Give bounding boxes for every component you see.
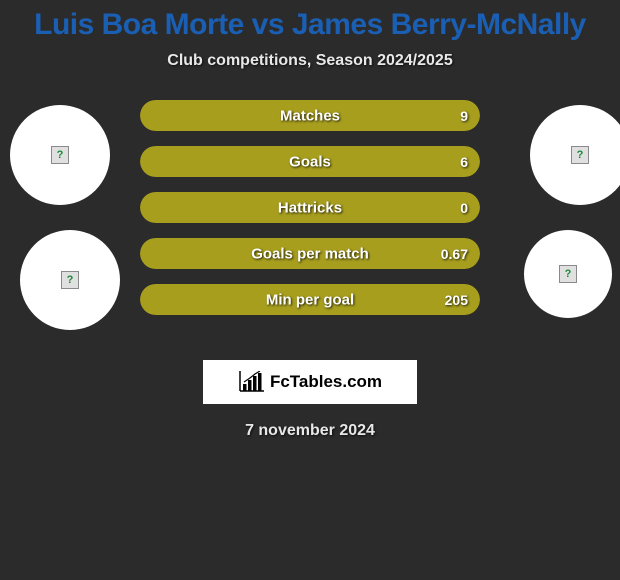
- image-placeholder-icon: ?: [61, 271, 79, 289]
- stats-area: ? ? ? ? Matches 9 Goals 6 Hattricks 0 Go…: [0, 100, 620, 360]
- stat-value: 9: [460, 108, 468, 124]
- stat-bar: Goals per match 0.67: [140, 238, 480, 269]
- chart-icon: [238, 371, 264, 393]
- subtitle: Club competitions, Season 2024/2025: [0, 52, 620, 70]
- stat-bars: Matches 9 Goals 6 Hattricks 0 Goals per …: [140, 100, 480, 315]
- stat-label: Goals per match: [140, 245, 480, 262]
- player1-avatar-bottom: ?: [20, 230, 120, 330]
- stat-bar: Min per goal 205: [140, 284, 480, 315]
- stat-label: Hattricks: [140, 199, 480, 216]
- logo-text: FcTables.com: [270, 372, 382, 392]
- stat-value: 0.67: [441, 246, 468, 262]
- stat-label: Matches: [140, 107, 480, 124]
- stat-label: Min per goal: [140, 291, 480, 308]
- stat-value: 205: [445, 292, 468, 308]
- image-placeholder-icon: ?: [571, 146, 589, 164]
- stat-bar: Matches 9: [140, 100, 480, 131]
- page-title: Luis Boa Morte vs James Berry-McNally: [0, 0, 620, 42]
- date-text: 7 november 2024: [0, 422, 620, 440]
- image-placeholder-icon: ?: [559, 265, 577, 283]
- player2-avatar-bottom: ?: [524, 230, 612, 318]
- player2-avatar-top: ?: [530, 105, 620, 205]
- image-placeholder-icon: ?: [51, 146, 69, 164]
- logo-box: FcTables.com: [203, 360, 417, 404]
- stat-value: 6: [460, 154, 468, 170]
- stat-label: Goals: [140, 153, 480, 170]
- stat-bar: Hattricks 0: [140, 192, 480, 223]
- player1-avatar-top: ?: [10, 105, 110, 205]
- stat-bar: Goals 6: [140, 146, 480, 177]
- stat-value: 0: [460, 200, 468, 216]
